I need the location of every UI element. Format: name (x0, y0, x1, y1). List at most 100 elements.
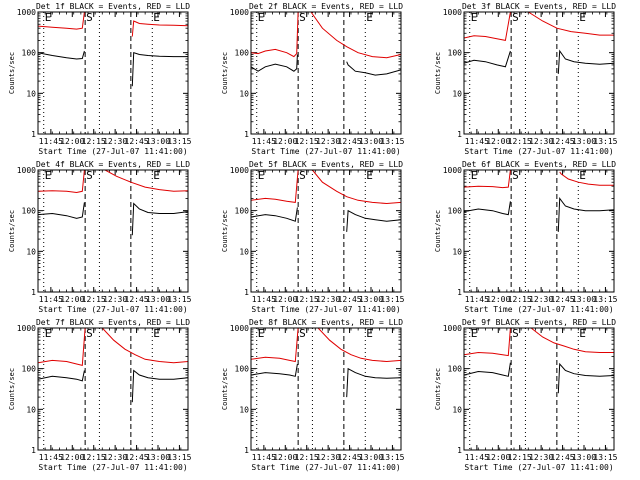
plot-frame (250, 327, 402, 451)
y-tick-label: 1000 (17, 324, 36, 333)
x-tick-label: 13:15 (593, 137, 617, 146)
x-tick-label: 13:15 (593, 453, 617, 462)
y-tick-label: 100 (235, 207, 250, 216)
lld-series-line (101, 328, 188, 364)
x-tick-label: 12:00 (273, 295, 297, 304)
events-series-line (464, 50, 511, 68)
x-axis-label: Start Time (27-Jul-07 11:41:00) (464, 147, 613, 156)
y-tick-label: 10 (26, 89, 36, 98)
y-tick-label: 10 (239, 89, 249, 98)
y-axis-label: Counts/sec (221, 52, 229, 94)
x-tick-label: 13:00 (572, 453, 596, 462)
x-tick-label: 12:30 (103, 137, 127, 146)
x-tick-label: 11:45 (252, 453, 276, 462)
y-tick-label: 100 (235, 49, 250, 58)
marker-label: S (86, 169, 93, 182)
y-tick-label: 1000 (443, 324, 462, 333)
x-tick-label: 12:45 (338, 295, 362, 304)
y-tick-label: 1000 (17, 166, 36, 175)
events-series-line (557, 362, 614, 394)
x-tick-label: 12:30 (103, 453, 127, 462)
x-tick-label: 12:15 (82, 453, 106, 462)
x-tick-label: 11:45 (39, 137, 63, 146)
marker-label: E (45, 327, 52, 340)
x-tick-label: 12:30 (316, 295, 340, 304)
marker-label: S (86, 11, 93, 24)
marker-label: E (258, 169, 265, 182)
marker-label: E (45, 169, 52, 182)
y-tick-label: 1 (457, 130, 462, 139)
x-tick-label: 12:00 (486, 453, 510, 462)
x-tick-label: 12:15 (508, 137, 532, 146)
x-tick-label: 12:45 (338, 137, 362, 146)
events-series-line (38, 370, 85, 382)
x-tick-label: 12:45 (125, 295, 149, 304)
marker-label: E (45, 11, 52, 24)
x-tick-label: 11:45 (252, 137, 276, 146)
plot-frame (250, 169, 402, 293)
x-axis-label: Start Time (27-Jul-07 11:41:00) (38, 463, 187, 472)
marker-label: S (512, 327, 519, 340)
marker-label: E (579, 169, 586, 182)
x-tick-label: 12:30 (316, 453, 340, 462)
marker-label: E (153, 11, 160, 24)
y-tick-label: 10 (26, 405, 36, 414)
marker-label: S (512, 169, 519, 182)
y-tick-label: 1000 (230, 324, 249, 333)
y-tick-label: 1 (31, 130, 36, 139)
x-axis-label: Start Time (27-Jul-07 11:41:00) (251, 147, 400, 156)
y-tick-label: 1000 (230, 166, 249, 175)
y-tick-label: 100 (22, 365, 37, 374)
y-axis-label: Counts/sec (8, 368, 16, 410)
detector-panel: Det 7f BLACK = Events, RED = LLD Counts/s… (8, 318, 192, 472)
lld-series-line (251, 170, 299, 203)
plot-frame (463, 327, 615, 451)
lld-series-line (464, 328, 511, 357)
lld-series-line (38, 12, 85, 30)
x-tick-label: 12:00 (60, 295, 84, 304)
lld-series-line (317, 328, 401, 363)
chart-title: Det 3f BLACK = Events, RED = LLD (462, 2, 616, 11)
y-tick-label: 1000 (17, 8, 36, 17)
x-tick-label: 12:45 (551, 295, 575, 304)
x-tick-label: 12:30 (529, 295, 553, 304)
plot-frame (463, 11, 615, 135)
x-tick-label: 12:00 (273, 137, 297, 146)
y-axis-label: Counts/sec (434, 52, 442, 94)
chart-title: Det 2f BLACK = Events, RED = LLD (249, 2, 403, 11)
x-tick-label: 12:45 (338, 453, 362, 462)
x-tick-label: 12:45 (125, 453, 149, 462)
marker-label: E (471, 327, 478, 340)
x-tick-label: 11:45 (465, 295, 489, 304)
x-tick-label: 12:30 (529, 137, 553, 146)
marker-label: S (299, 11, 306, 24)
events-series-line (464, 362, 511, 377)
marker-label: E (153, 327, 160, 340)
y-tick-label: 1 (244, 288, 249, 297)
x-tick-label: 12:45 (125, 137, 149, 146)
events-series-line (251, 207, 298, 222)
lld-series-line (464, 170, 511, 189)
chart-title: Det 4f BLACK = Events, RED = LLD (36, 160, 190, 169)
lld-series-line (464, 12, 511, 41)
x-tick-label: 11:45 (465, 453, 489, 462)
detector-panel: Det 5f BLACK = Events, RED = LLD Counts/s… (221, 160, 405, 314)
x-tick-label: 13:15 (167, 453, 191, 462)
marker-label: E (366, 11, 373, 24)
y-tick-label: 1 (31, 446, 36, 455)
x-tick-label: 13:15 (167, 295, 191, 304)
y-tick-label: 1 (244, 130, 249, 139)
x-tick-label: 13:00 (359, 295, 383, 304)
x-tick-label: 12:00 (486, 295, 510, 304)
y-tick-label: 1 (244, 446, 249, 455)
y-tick-label: 1000 (443, 166, 462, 175)
plot-frame (37, 169, 189, 293)
events-series-line (464, 201, 511, 216)
events-series-line (557, 196, 614, 232)
lld-series-line (559, 171, 614, 186)
events-series-line (131, 52, 188, 87)
events-series-line (557, 49, 614, 74)
lld-series-line (251, 12, 299, 58)
events-series-line (346, 61, 401, 76)
x-tick-label: 13:15 (380, 295, 404, 304)
